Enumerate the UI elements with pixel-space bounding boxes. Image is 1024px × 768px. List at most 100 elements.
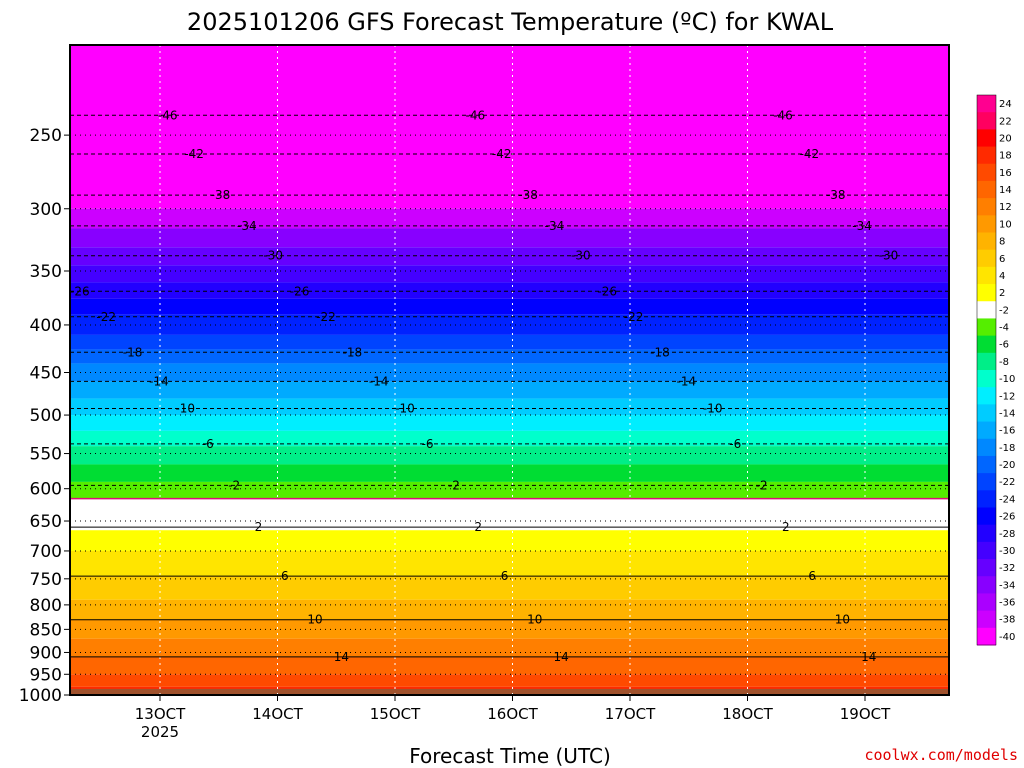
colorbar-label: -12 <box>999 391 1015 402</box>
colorbar-swatch <box>977 542 996 560</box>
colorbar-label: -28 <box>999 529 1015 540</box>
y-tick-label: 500 <box>30 406 62 426</box>
contour-label: 10 <box>307 613 322 627</box>
colorbar-swatch <box>977 456 996 474</box>
colorbar-swatch <box>977 593 996 611</box>
y-tick-label: 950 <box>30 665 62 685</box>
y-tick-label: 550 <box>30 445 62 465</box>
contour-label: -34 <box>545 219 565 233</box>
temperature-band <box>70 381 949 398</box>
colorbar-label: -36 <box>999 598 1015 609</box>
colorbar-label: 10 <box>999 219 1012 230</box>
colorbar-swatch <box>977 129 996 147</box>
colorbar-label: 16 <box>999 168 1012 179</box>
temperature-band <box>70 674 949 687</box>
colorbar-swatch <box>977 112 996 130</box>
contour-label: 14 <box>861 650 876 664</box>
colorbar-swatch <box>977 404 996 422</box>
y-tick-label: 850 <box>30 620 62 640</box>
y-tick-label: 600 <box>30 480 62 500</box>
x-axis-label: Forecast Time (UTC) <box>409 744 611 768</box>
x-tick-label: 19OCT <box>840 705 891 723</box>
colorbar-label: 6 <box>999 254 1005 265</box>
temperature-band <box>70 349 949 363</box>
temperature-band <box>70 209 949 229</box>
temperature-band <box>70 499 949 531</box>
colorbar-swatch <box>977 301 996 319</box>
temperature-band <box>70 600 949 620</box>
colorbar-label: 4 <box>999 271 1005 282</box>
contour-label: -26 <box>597 284 617 298</box>
colorbar-swatch <box>977 250 996 268</box>
contour-label: -38 <box>826 188 846 202</box>
contour-label: -14 <box>149 374 169 388</box>
temperature-band <box>70 45 949 195</box>
contour-label: -46 <box>466 108 486 122</box>
contour-label: -6 <box>202 437 214 451</box>
contour-label: -42 <box>184 147 204 161</box>
temperature-band <box>70 482 949 499</box>
contour-label: -38 <box>518 188 538 202</box>
colorbar-swatch <box>977 508 996 526</box>
contour-label: -18 <box>123 345 143 359</box>
colorbar-label: 18 <box>999 151 1012 162</box>
colorbar-swatch <box>977 318 996 336</box>
y-tick-label: 900 <box>30 643 62 663</box>
x-tick-label: 18OCT <box>722 705 773 723</box>
contour-label: -46 <box>773 108 793 122</box>
temperature-band <box>70 576 949 600</box>
colorbar-label: -14 <box>999 408 1015 419</box>
y-tick-label: 750 <box>30 570 62 590</box>
temperature-band <box>70 530 949 551</box>
colorbar-label: 14 <box>999 185 1012 196</box>
contour-label: 10 <box>835 613 850 627</box>
contour-label: 2 <box>474 520 482 534</box>
temperature-band <box>70 551 949 576</box>
temperature-band <box>70 639 949 657</box>
colorbar-swatch <box>977 525 996 543</box>
contour-label: -14 <box>369 374 389 388</box>
contour-label: -42 <box>492 147 512 161</box>
temperature-band <box>70 464 949 481</box>
colorbar-label: -24 <box>999 494 1015 505</box>
colorbar-label: 8 <box>999 237 1005 248</box>
contour-label: 6 <box>501 569 509 583</box>
contour-label: 6 <box>281 569 289 583</box>
temperature-band <box>70 363 949 381</box>
colorbar-label: -32 <box>999 563 1015 574</box>
colorbar-swatch <box>977 353 996 371</box>
colorbar-label: -38 <box>999 615 1015 626</box>
colorbar-label: -22 <box>999 477 1015 488</box>
contour-label: -18 <box>650 345 670 359</box>
contour-label: 2 <box>782 520 790 534</box>
contour-label: -30 <box>263 249 283 263</box>
contour-label: -14 <box>677 374 697 388</box>
temperature-band <box>70 620 949 639</box>
x-tick-label: 14OCT <box>252 705 303 723</box>
x-tick-sublabel: 2025 <box>141 723 179 741</box>
y-tick-label: 300 <box>30 200 62 220</box>
temperature-band <box>70 247 949 265</box>
colorbar-label: -30 <box>999 546 1015 557</box>
y-tick-label: 450 <box>30 364 62 384</box>
colorbar-swatch <box>977 370 996 388</box>
colorbar-swatch <box>977 198 996 216</box>
contour-label: 10 <box>527 613 542 627</box>
temperature-band <box>70 657 949 674</box>
contour-label: -2 <box>756 478 768 492</box>
colorbar: 24 22 20 18 16 14 12 10 8 6 4 2 -2 -4 -6 -8 -10 -12 -14 -16… <box>977 95 1015 646</box>
colorbar-label: -34 <box>999 580 1015 591</box>
colorbar-swatch <box>977 147 996 165</box>
contour-label: -30 <box>879 249 899 263</box>
contour-label: -46 <box>158 108 178 122</box>
colorbar-swatch <box>977 628 996 646</box>
x-axis-ticks: 13OCT202514OCT 15OCT 16OCT 17OCT 18OCT 19OCT <box>135 695 891 741</box>
y-tick-label: 250 <box>30 126 62 146</box>
colorbar-swatch <box>977 215 996 233</box>
contour-label: -22 <box>96 310 116 324</box>
colorbar-swatch <box>977 164 996 182</box>
colorbar-label: -40 <box>999 632 1015 643</box>
y-tick-label: 700 <box>30 542 62 562</box>
colorbar-swatch <box>977 233 996 251</box>
